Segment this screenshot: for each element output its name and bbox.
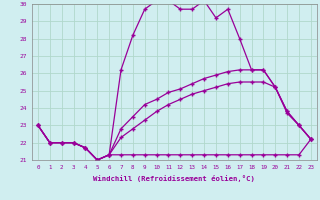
X-axis label: Windchill (Refroidissement éolien,°C): Windchill (Refroidissement éolien,°C) <box>93 175 255 182</box>
